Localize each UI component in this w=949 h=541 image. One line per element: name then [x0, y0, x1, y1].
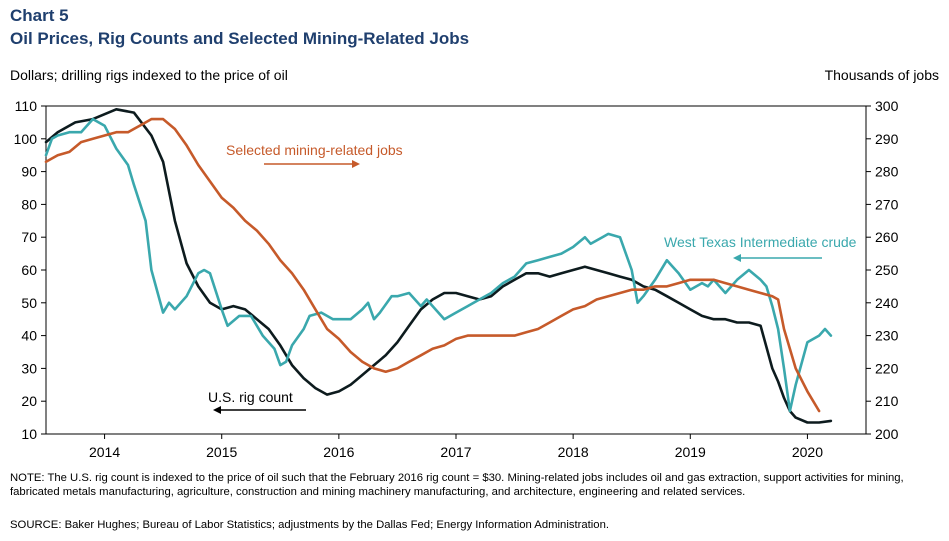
x-tick-label: 2015	[206, 444, 237, 460]
chart-number: Chart 5	[10, 6, 69, 25]
chart-note: NOTE: The U.S. rig count is indexed to t…	[10, 472, 904, 498]
right-axis-label: Thousands of jobs	[824, 67, 939, 83]
right-tick-label: 300	[875, 98, 899, 114]
left-tick-label: 60	[21, 262, 37, 278]
left-tick-label: 70	[21, 229, 37, 245]
annotation-rig-arrowhead	[213, 406, 221, 414]
left-axis-label: Dollars; drilling rigs indexed to the pr…	[10, 67, 288, 83]
left-tick-label: 20	[21, 393, 37, 409]
left-tick-label: 110	[15, 98, 38, 114]
right-tick-label: 280	[875, 164, 899, 180]
chart-source: SOURCE: Baker Hughes; Bureau of Labor St…	[10, 519, 610, 531]
left-tick-label: 90	[21, 164, 37, 180]
right-tick-label: 270	[875, 196, 899, 212]
right-tick-label: 230	[875, 328, 899, 344]
left-tick-label: 50	[21, 295, 37, 311]
left-tick-label: 40	[21, 328, 37, 344]
left-tick-label: 30	[21, 360, 37, 376]
x-tick-label: 2017	[440, 444, 471, 460]
right-tick-label: 210	[875, 393, 899, 409]
annotation-wti-arrowhead	[733, 254, 741, 262]
mining-jobs-line	[44, 117, 821, 413]
left-tick-label: 10	[21, 426, 37, 442]
right-tick-label: 240	[875, 295, 899, 311]
annotation-jobs-label: Selected mining-related jobs	[226, 142, 403, 158]
x-tick-label: 2019	[675, 444, 706, 460]
right-tick-label: 290	[875, 131, 899, 147]
annotation-wti-label: West Texas Intermediate crude	[664, 234, 857, 250]
left-tick-label: 80	[21, 196, 37, 212]
right-tick-label: 220	[875, 360, 899, 376]
chart-title: Oil Prices, Rig Counts and Selected Mini…	[10, 29, 470, 48]
x-tick-label: 2018	[558, 444, 589, 460]
rig-count-line	[44, 108, 833, 424]
x-tick-label: 2016	[323, 444, 354, 460]
x-tick-label: 2020	[792, 444, 823, 460]
annotations: Selected mining-related jobs West Texas …	[208, 142, 857, 414]
annotation-jobs-arrowhead	[352, 160, 360, 168]
annotation-rig-label: U.S. rig count	[208, 389, 293, 405]
right-tick-label: 250	[875, 262, 899, 278]
right-tick-label: 260	[875, 229, 899, 245]
left-tick-label: 100	[14, 131, 38, 147]
plot-frame	[45, 105, 867, 435]
x-tick-label: 2014	[89, 444, 120, 460]
axis-ticks: 10 20 30 40 50 60 70 80 90 100 110 200 210 220 230 240 2…	[14, 98, 899, 460]
series-lines	[44, 108, 833, 424]
right-tick-label: 200	[875, 426, 899, 442]
